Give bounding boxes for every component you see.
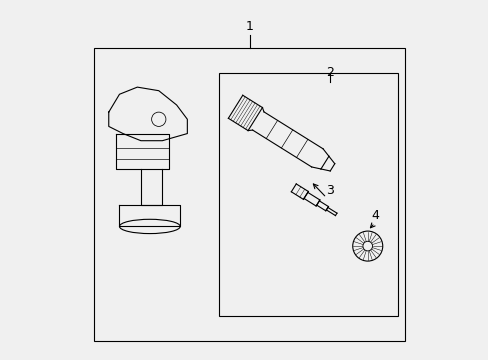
Bar — [219, 73, 397, 316]
Text: 4: 4 — [370, 209, 378, 222]
Text: 1: 1 — [245, 20, 253, 33]
Text: 2: 2 — [325, 66, 333, 79]
Bar — [94, 48, 405, 341]
Text: 3: 3 — [325, 184, 333, 197]
